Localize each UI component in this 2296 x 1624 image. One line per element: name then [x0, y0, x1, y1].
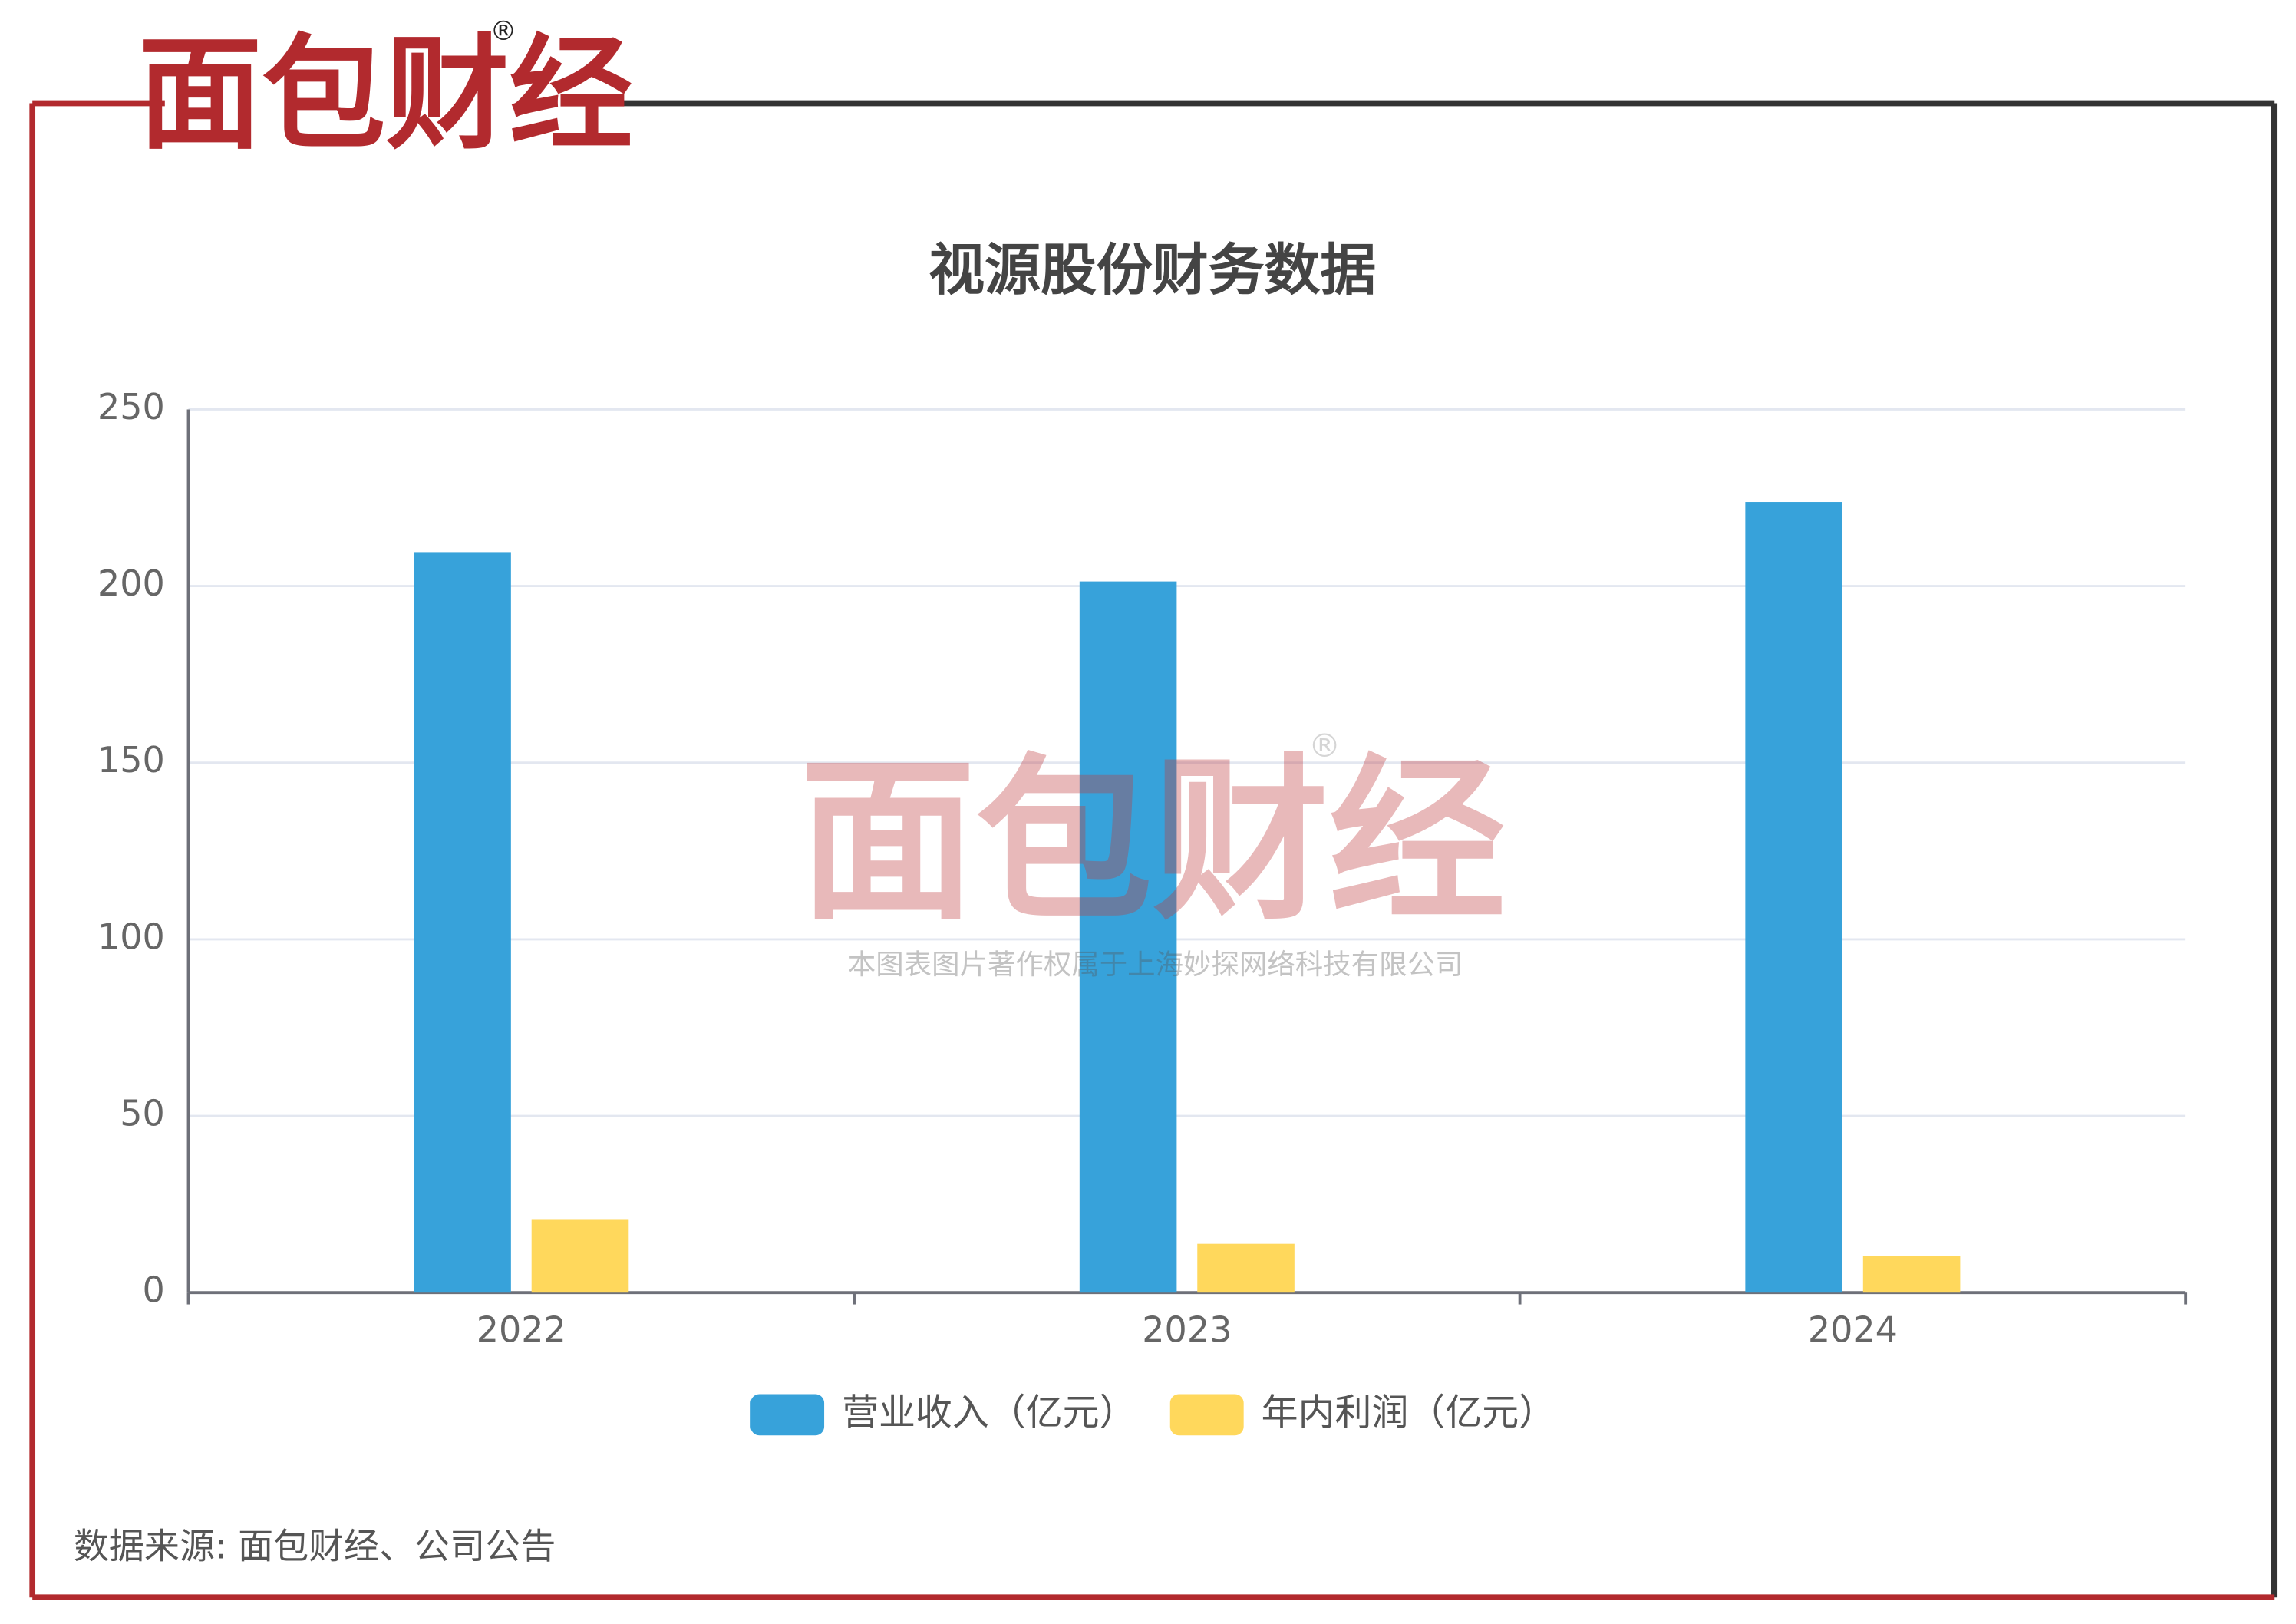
bar	[414, 552, 511, 1293]
logo-mark: ®	[490, 16, 517, 47]
plot: 0 50 100 150 200 250 2022 2023 2024 营业收入（亿元） 年内利润（…	[97, 386, 2188, 1436]
frame	[29, 100, 2278, 1601]
watermark: 面包财经 ® 本图表图片著作权属于上海妙探网络科技有限公司	[799, 727, 1506, 981]
x-tick-label: 2023	[1142, 1309, 1232, 1350]
x-tick-label: 2024	[1808, 1309, 1898, 1350]
bar	[1197, 1243, 1295, 1293]
legend-swatch	[1169, 1394, 1244, 1436]
bar	[1745, 502, 1842, 1293]
watermark-logo: 面包财经	[799, 739, 1506, 945]
chart-title: 视源股份财务数据	[929, 238, 1376, 303]
source-note: 数据来源: 面包财经、公司公告	[74, 1525, 556, 1566]
bar	[1862, 1256, 1961, 1293]
legend-swatch	[750, 1394, 825, 1436]
bar	[1079, 581, 1177, 1293]
y-tick-label: 150	[97, 739, 165, 781]
watermark-note: 本图表图片著作权属于上海妙探网络科技有限公司	[848, 948, 1463, 981]
bar	[531, 1219, 629, 1293]
logo: 面包财经	[138, 21, 632, 166]
y-tick-label: 200	[97, 563, 165, 604]
x-tick-label: 2022	[477, 1309, 566, 1350]
legend-label: 营业收入（亿元）	[842, 1391, 1136, 1434]
y-tick-label: 250	[97, 386, 165, 427]
y-tick-label: 100	[97, 916, 165, 957]
legend-label: 年内利润（亿元）	[1262, 1391, 1556, 1434]
watermark-mark: ®	[1308, 727, 1341, 764]
y-tick-label: 50	[120, 1093, 165, 1134]
y-tick-label: 0	[143, 1269, 165, 1311]
